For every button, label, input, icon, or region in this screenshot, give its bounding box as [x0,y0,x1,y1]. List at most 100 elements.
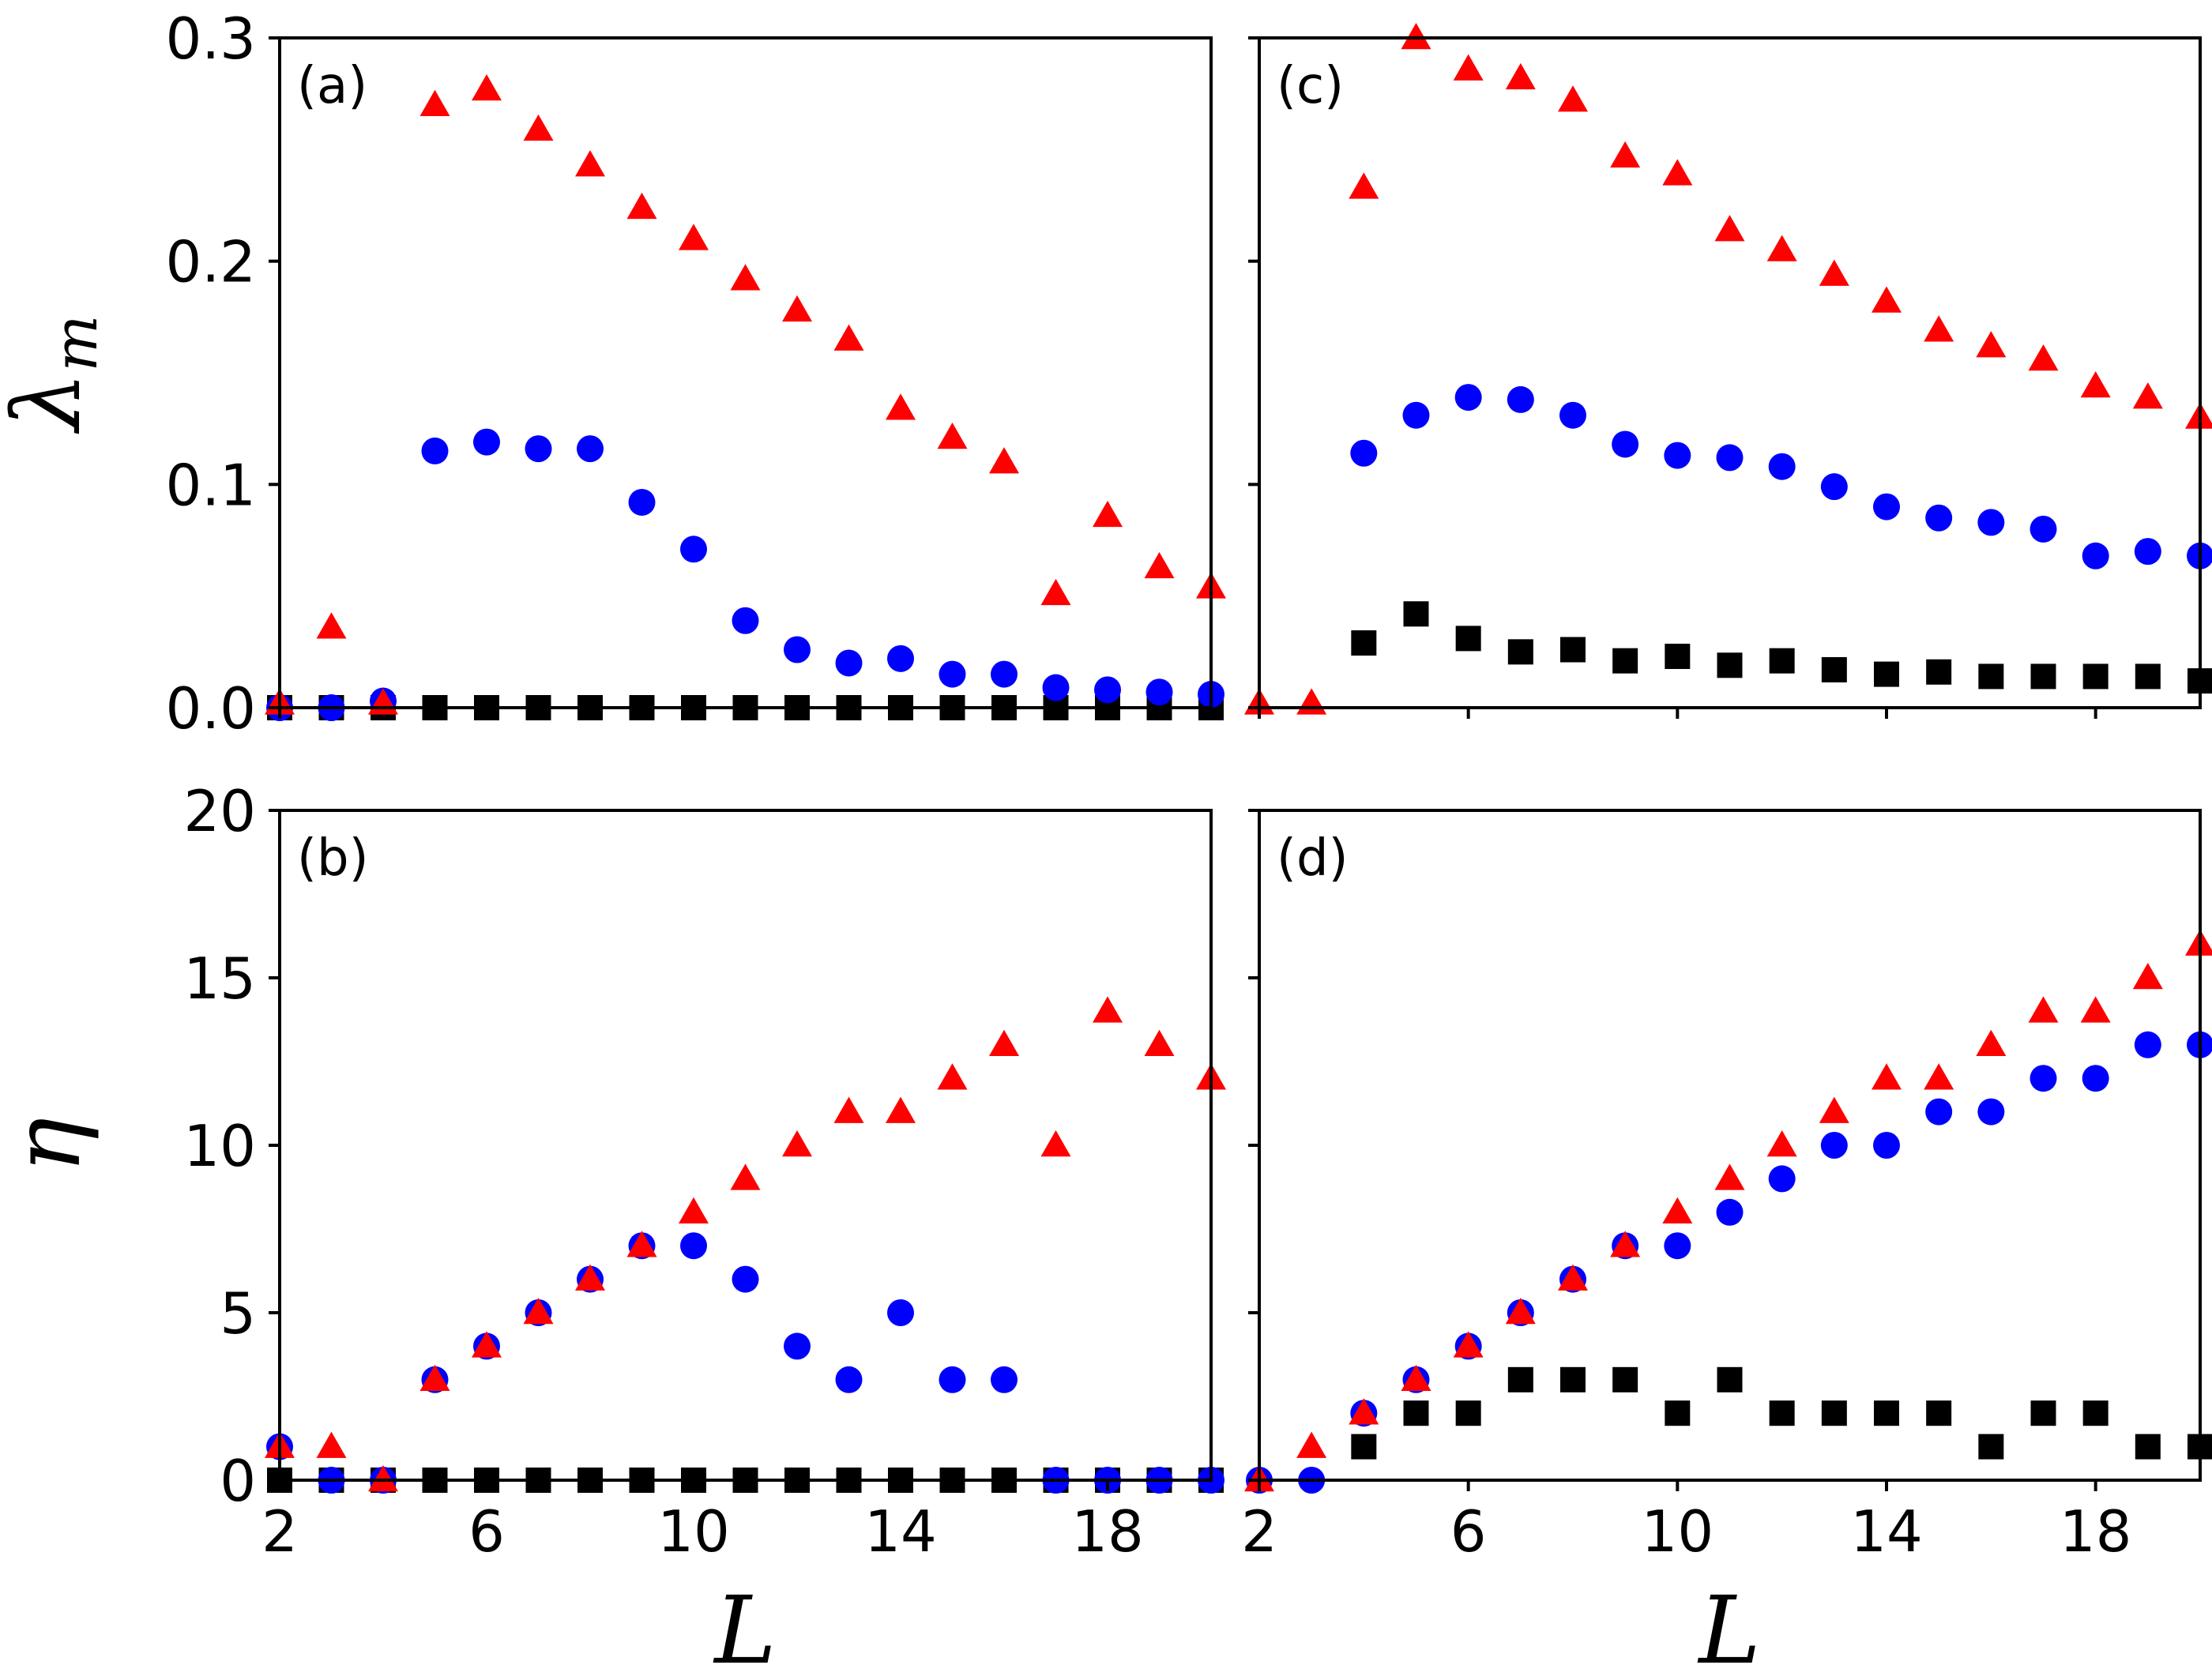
series-triangle [1244,929,2212,1492]
point-d-circle-L11 [1716,1198,1744,1226]
point-c-circle-L8 [1559,401,1586,429]
point-b-triangle-L19 [1144,1029,1175,1057]
series-circle [266,428,1224,721]
point-a-circle-L5 [421,437,449,464]
point-d-square-L19 [2135,1434,2161,1460]
point-a-circle-L19 [1146,678,1173,706]
y-tick-label-a-0.2: 0.2 [165,229,256,295]
point-b-circle-L14 [887,1299,914,1326]
point-c-square-L4 [1351,630,1377,656]
point-c-circle-L19 [2134,538,2161,566]
point-d-triangle-L16 [1976,1029,2007,1057]
point-d-square-L8 [1560,1366,1586,1392]
point-a-circle-L11 [732,607,759,634]
point-d-triangle-L3 [1296,1431,1327,1458]
point-c-triangle-L18 [2080,370,2111,398]
point-d-circle-L19 [2134,1031,2161,1058]
point-d-square-L10 [1665,1400,1691,1426]
series-square [1351,601,2212,694]
point-c-triangle-L17 [2028,344,2059,371]
point-c-triangle-L11 [1714,215,1745,242]
x-tick-label-d-14: 14 [1850,1498,1923,1565]
point-a-triangle-L14 [886,393,916,420]
point-c-circle-L5 [1402,401,1430,429]
point-b-triangle-L13 [833,1096,864,1123]
point-d-square-L11 [1717,1366,1743,1392]
point-c-triangle-L13 [1819,259,1849,286]
point-d-triangle-L10 [1662,1197,1693,1224]
panel-label-b: (b) [297,829,369,888]
point-d-square-L17 [2030,1400,2056,1426]
x-tick-label-d-2: 2 [1241,1498,1277,1565]
point-c-triangle-L4 [1349,172,1379,199]
point-b-triangle-L7 [523,1298,554,1325]
series-circle [1246,1031,2212,1494]
point-d-triangle-L15 [1924,1063,1954,1090]
point-c-triangle-L14 [1872,286,1902,313]
x-tick-label-b-2: 2 [261,1498,298,1565]
point-d-triangle-L4 [1349,1398,1379,1425]
point-a-triangle-L16 [989,447,1019,474]
point-d-triangle-L12 [1766,1130,1797,1157]
point-b-circle-L10 [680,1232,707,1260]
point-a-triangle-L18 [1093,500,1123,528]
series-triangle [1244,23,2212,715]
point-a-circle-L16 [991,660,1018,688]
point-c-triangle-L12 [1766,235,1797,261]
point-b-triangle-L15 [937,1063,968,1090]
point-a-triangle-L13 [833,324,864,351]
x-tick-label-d-10: 10 [1642,1498,1714,1565]
point-c-circle-L4 [1350,439,1378,467]
x-tick-label-b-18: 18 [1071,1498,1144,1565]
point-a-triangle-L19 [1144,551,1175,579]
point-c-circle-L10 [1664,442,1691,469]
point-d-square-L12 [1769,1400,1795,1426]
point-d-circle-L16 [1977,1098,2005,1126]
point-a-triangle-L15 [937,422,968,449]
point-c-square-L8 [1560,637,1586,663]
point-a-triangle-L9 [626,192,657,220]
axes-frame-c [1258,36,2202,709]
point-b-triangle-L8 [575,1264,605,1291]
axes-frame-b [278,809,1213,1482]
point-a-triangle-L12 [782,295,812,322]
point-a-circle-L8 [577,435,604,463]
point-d-square-L5 [1403,1400,1429,1426]
point-a-circle-L14 [887,645,914,672]
point-c-square-L18 [2082,663,2109,690]
point-a-circle-L17 [1042,674,1070,701]
point-d-circle-L17 [2030,1065,2057,1092]
series-triangle [265,996,1226,1492]
panel-d: 2 6 10 14 18 (d) L [1241,809,2212,1680]
y-tick-label-a-0.0: 0.0 [165,675,256,742]
point-d-triangle-L11 [1714,1163,1745,1190]
point-a-circle-L15 [939,660,966,688]
point-b-circle-L15 [939,1366,966,1393]
x-tick-label-b-6: 6 [468,1498,505,1565]
axes-frame-a [278,36,1213,709]
point-d-square-L6 [1455,1400,1481,1426]
x-tick-label-d-18: 18 [2060,1498,2132,1565]
point-d-triangle-L19 [2132,963,2163,990]
point-d-triangle-L18 [2080,996,2111,1023]
point-a-triangle-L8 [575,150,605,177]
point-a-circle-L12 [784,636,811,663]
y-tick-label-b-15: 15 [183,945,256,1012]
point-a-circle-L18 [1094,676,1121,704]
point-c-square-L13 [1821,656,1847,682]
point-d-square-L9 [1612,1366,1638,1392]
point-d-triangle-L17 [2028,996,2059,1023]
point-c-triangle-L19 [2132,382,2163,409]
point-b-triangle-L17 [1040,1130,1071,1157]
point-c-triangle-L6 [1453,54,1484,81]
point-b-triangle-L10 [679,1197,709,1224]
point-b-triangle-L18 [1093,996,1123,1023]
point-c-circle-L11 [1716,444,1744,472]
point-d-triangle-L8 [1558,1264,1588,1291]
point-a-circle-L13 [835,649,863,677]
point-a-triangle-L10 [679,224,709,250]
point-d-square-L7 [1507,1366,1533,1392]
point-c-circle-L7 [1507,385,1534,413]
point-b-circle-L13 [835,1366,863,1393]
point-a-triangle-L6 [472,74,502,101]
